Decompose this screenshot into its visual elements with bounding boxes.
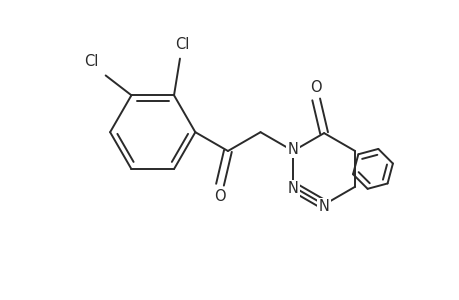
Text: Cl: Cl [84,54,99,69]
Text: O: O [310,80,321,95]
Text: O: O [214,189,225,204]
Text: N: N [318,199,329,214]
Text: Cl: Cl [174,37,189,52]
Text: N: N [287,181,298,196]
Text: N: N [287,142,298,157]
